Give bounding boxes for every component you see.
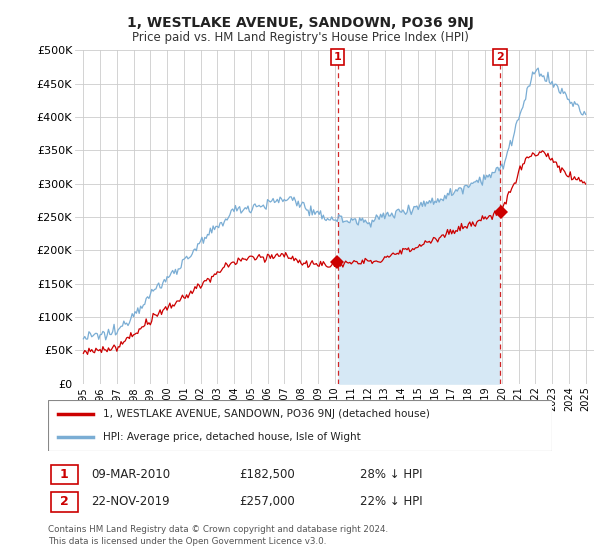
Text: 22% ↓ HPI: 22% ↓ HPI bbox=[361, 496, 423, 508]
Text: 1: 1 bbox=[334, 52, 341, 62]
Text: HPI: Average price, detached house, Isle of Wight: HPI: Average price, detached house, Isle… bbox=[103, 432, 361, 442]
Text: Price paid vs. HM Land Registry's House Price Index (HPI): Price paid vs. HM Land Registry's House … bbox=[131, 31, 469, 44]
FancyBboxPatch shape bbox=[48, 400, 552, 451]
Text: 09-MAR-2010: 09-MAR-2010 bbox=[91, 468, 170, 480]
Text: £257,000: £257,000 bbox=[239, 496, 295, 508]
Text: 2: 2 bbox=[496, 52, 504, 62]
Bar bbox=[50, 492, 78, 512]
Text: 1, WESTLAKE AVENUE, SANDOWN, PO36 9NJ (detached house): 1, WESTLAKE AVENUE, SANDOWN, PO36 9NJ (d… bbox=[103, 409, 430, 419]
Text: Contains HM Land Registry data © Crown copyright and database right 2024.
This d: Contains HM Land Registry data © Crown c… bbox=[48, 525, 388, 546]
Text: 22-NOV-2019: 22-NOV-2019 bbox=[91, 496, 169, 508]
Bar bbox=[50, 465, 78, 484]
Text: 28% ↓ HPI: 28% ↓ HPI bbox=[361, 468, 423, 480]
Text: 1: 1 bbox=[60, 468, 69, 480]
Text: 1, WESTLAKE AVENUE, SANDOWN, PO36 9NJ: 1, WESTLAKE AVENUE, SANDOWN, PO36 9NJ bbox=[127, 16, 473, 30]
Text: 2: 2 bbox=[60, 496, 69, 508]
Text: £182,500: £182,500 bbox=[239, 468, 295, 480]
